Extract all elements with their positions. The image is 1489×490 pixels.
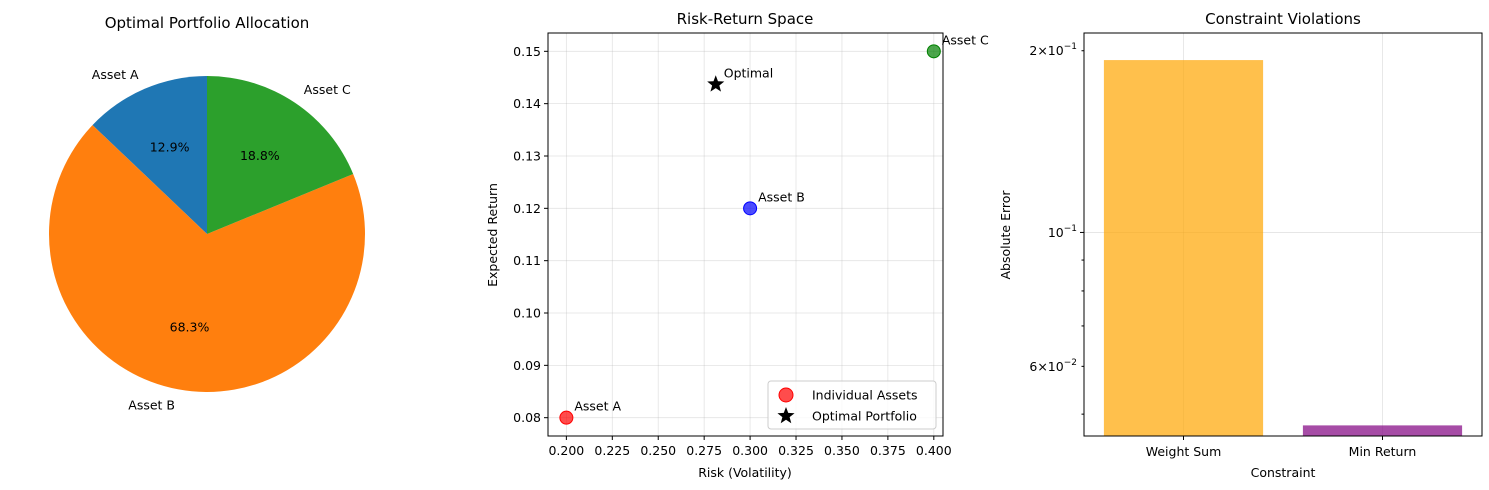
- bar-title: Constraint Violations: [1205, 10, 1361, 28]
- pie-chart: Optimal Portfolio Allocation Asset A 12.9…: [48, 14, 365, 412]
- pie-pct-asset-a: 12.9%: [150, 139, 190, 154]
- scatter-x-tick-label: 0.400: [916, 443, 952, 458]
- pie-pct-asset-c: 18.8%: [240, 148, 280, 163]
- pie-label-asset-c: Asset C: [304, 82, 351, 97]
- legend-label-individual-assets: Individual Assets: [812, 388, 918, 403]
- scatter-point-asset-a: [559, 410, 574, 425]
- scatter-y-tick-label: 0.13: [513, 148, 541, 163]
- scatter-x-tick-label: 0.300: [732, 443, 768, 458]
- scatter-y-tick-label: 0.12: [513, 201, 541, 216]
- bar-bars: [1103, 60, 1463, 436]
- bar-plot-frame: [1083, 32, 1483, 437]
- scatter-x-tick-label: 0.325: [778, 443, 814, 458]
- pie-slices: [48, 76, 365, 392]
- scatter-legend: Individual Assets Optimal Portfolio: [767, 380, 937, 430]
- scatter-y-tick-label: 0.09: [513, 358, 541, 373]
- legend-marker-individual-assets: [778, 387, 794, 403]
- pie-labels: Asset A 12.9% Asset B 68.3% Asset C 18.8%: [92, 67, 351, 412]
- scatter-annotation-optimal: Optimal: [724, 65, 773, 80]
- pie-title: Optimal Portfolio Allocation: [105, 14, 310, 32]
- scatter-points: Asset A Asset B Asset C Optimal: [559, 32, 989, 425]
- pie-label-asset-b: Asset B: [128, 397, 175, 412]
- scatter-annotation-asset-a: Asset A: [574, 399, 621, 414]
- bar-x-ticks: Weight Sum Min Return: [1146, 436, 1417, 459]
- scatter-title: Risk-Return Space: [677, 10, 814, 28]
- pie-slice-asset-c: [207, 76, 354, 234]
- legend-box: [767, 380, 937, 430]
- pie-pct-asset-b: 68.3%: [170, 320, 210, 335]
- bar-chart: Constraint Violations Weight Sum Min Retu…: [998, 10, 1483, 480]
- bar-weight-sum: [1103, 60, 1264, 436]
- scatter-x-tick-label: 0.250: [640, 443, 676, 458]
- scatter-x-tick-label: 0.200: [548, 443, 584, 458]
- scatter-point-asset-b: [743, 201, 758, 216]
- scatter-plot-frame: [547, 32, 944, 437]
- bar-y-ticks: 2×10−1 10−1 6×10−2: [1029, 42, 1084, 415]
- scatter-point-optimal: [707, 75, 725, 92]
- scatter-y-tick-label: 0.10: [513, 306, 541, 321]
- pie-slice-asset-a: [92, 76, 207, 234]
- scatter-annotation-asset-c: Asset C: [942, 32, 989, 47]
- legend-marker-optimal-portfolio: [777, 407, 795, 424]
- scatter-x-tick-label: 0.275: [686, 443, 722, 458]
- scatter-x-tick-label: 0.225: [594, 443, 630, 458]
- pie-label-asset-a: Asset A: [92, 67, 139, 82]
- scatter-y-tick-label: 0.15: [513, 44, 541, 59]
- scatter-annotation-asset-b: Asset B: [758, 189, 805, 204]
- scatter-x-ticks: 0.200 0.225 0.250 0.275 0.300 0.325 0.350 0.375…: [548, 436, 952, 458]
- bar-x-tick-label: Weight Sum: [1146, 444, 1222, 459]
- bar-min-return: [1302, 425, 1463, 436]
- bar-y-tick-label: 10−1: [1048, 224, 1077, 240]
- scatter-y-tick-label: 0.08: [513, 410, 541, 425]
- bar-y-tick-label: 6×10−2: [1029, 358, 1077, 374]
- scatter-point-asset-c: [926, 44, 941, 59]
- scatter-grid: [548, 33, 943, 436]
- scatter-y-ticks: 0.08 0.09 0.10 0.11 0.12 0.13 0.14 0.15: [513, 44, 548, 425]
- scatter-chart: Risk-Return Space 0.200 0.225 0.250 0.275 0.…: [485, 10, 989, 480]
- scatter-y-tick-label: 0.11: [513, 253, 541, 268]
- scatter-x-axis-label: Risk (Volatility): [698, 465, 792, 480]
- scatter-y-tick-label: 0.14: [513, 96, 541, 111]
- scatter-x-tick-label: 0.350: [824, 443, 860, 458]
- scatter-x-tick-label: 0.375: [870, 443, 906, 458]
- bar-y-tick-label: 2×10−1: [1029, 42, 1077, 58]
- scatter-y-axis-label: Expected Return: [485, 183, 500, 287]
- pie-slice-asset-b: [48, 125, 365, 392]
- bar-x-tick-label: Min Return: [1349, 444, 1417, 459]
- bar-x-axis-label: Constraint: [1251, 465, 1316, 480]
- legend-label-optimal-portfolio: Optimal Portfolio: [812, 409, 917, 424]
- bar-y-axis-label: Absolute Error: [998, 190, 1013, 280]
